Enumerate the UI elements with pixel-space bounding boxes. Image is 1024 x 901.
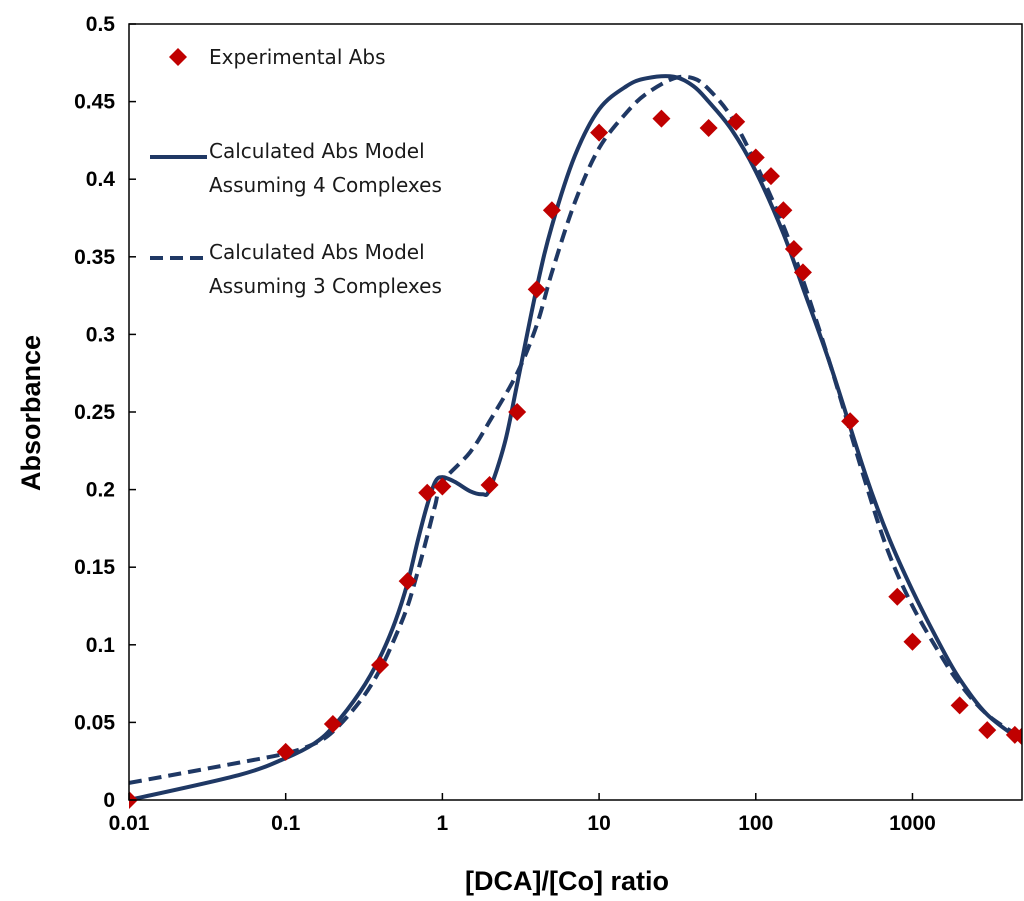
data-point [1013, 727, 1022, 746]
legend-label: Calculated Abs Model [209, 139, 425, 163]
data-point [542, 201, 561, 220]
data-point [276, 742, 295, 761]
data-point [398, 572, 417, 591]
legend: Experimental Abs Calculated Abs Model Assu… [150, 45, 442, 298]
x-tick-label: 1 [437, 812, 449, 835]
data-point [793, 263, 812, 282]
y-tick-label: 0.15 [74, 556, 115, 579]
y-tick-label: 0.4 [86, 168, 116, 191]
x-tick-label: 100 [738, 812, 773, 835]
y-tick-label: 0.05 [74, 711, 115, 734]
data-point [978, 721, 997, 740]
legend-item-experimental: Experimental Abs [169, 45, 386, 69]
data-point [480, 475, 499, 494]
y-tick-label: 0.25 [74, 401, 115, 424]
legend-marker [169, 48, 187, 66]
data-point [527, 280, 546, 299]
data-point [841, 412, 860, 431]
x-axis-title: [DCA]/[Co] ratio [465, 866, 669, 896]
y-tick-label: 0.3 [86, 323, 115, 346]
y-tick-label: 0.2 [86, 479, 115, 502]
data-point [699, 118, 718, 137]
series-experimental-markers [129, 109, 1022, 809]
x-tick-label: 0.01 [109, 812, 150, 835]
data-point [652, 109, 671, 128]
legend-item-3-complexes: Calculated Abs Model Assuming 3 Complexes [150, 240, 442, 298]
series-layer [129, 74, 1022, 809]
legend-label: Assuming 4 Complexes [209, 173, 442, 197]
axes-layer: 0 0.05 0.1 0.15 0.2 0.25 0.3 0.35 0.4 0.45 0.5 0.01… [74, 13, 1023, 835]
data-point [727, 112, 746, 131]
x-tick-label: 1000 [889, 812, 936, 835]
legend-label: Calculated Abs Model [209, 240, 425, 264]
y-tick-label: 0.5 [86, 13, 116, 36]
x-tick-label: 0.1 [271, 812, 301, 835]
y-tick-label: 0.1 [86, 634, 116, 657]
data-point [761, 167, 780, 186]
data-point [746, 148, 765, 167]
legend-label: Assuming 3 Complexes [209, 274, 442, 298]
data-point [323, 714, 342, 733]
data-point [774, 201, 793, 220]
y-tick-label: 0.45 [74, 91, 115, 114]
data-point [950, 696, 969, 715]
y-tick-label: 0.35 [74, 246, 115, 269]
data-point [590, 123, 609, 142]
x-tick-label: 10 [587, 812, 610, 835]
data-point [433, 477, 452, 496]
y-axis-title: Absorbance [16, 335, 46, 491]
data-point [784, 240, 803, 259]
data-point [903, 632, 922, 651]
data-point [888, 587, 907, 606]
data-point [371, 655, 390, 674]
data-point [508, 403, 527, 421]
legend-label: Experimental Abs [209, 45, 386, 69]
data-point [418, 483, 437, 502]
y-tick-label: 0 [103, 789, 115, 812]
legend-item-4-complexes: Calculated Abs Model Assuming 4 Complexes [150, 139, 442, 197]
